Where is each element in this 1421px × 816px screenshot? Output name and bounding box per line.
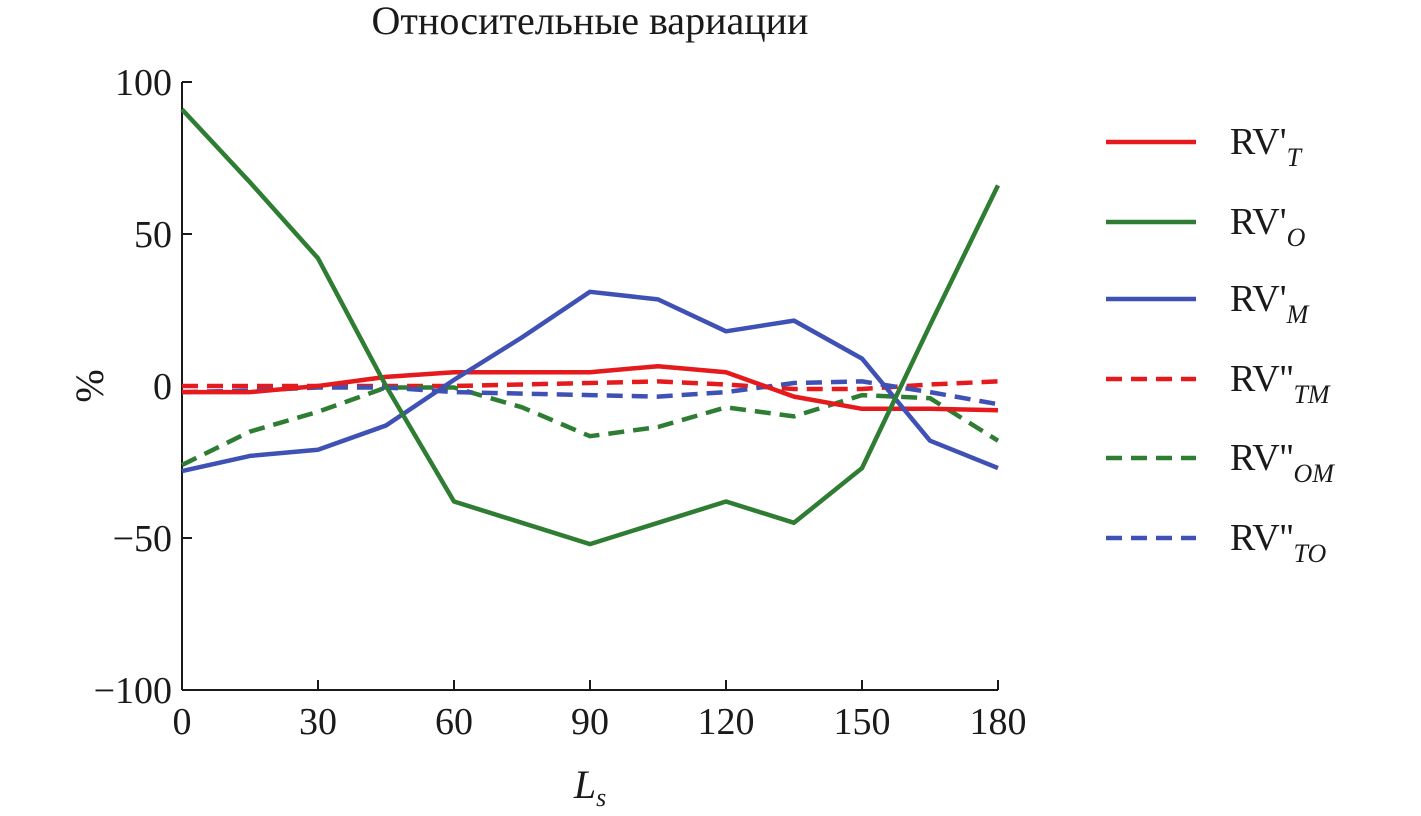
y-axis-label: % xyxy=(67,369,112,402)
x-tick-label: 0 xyxy=(173,701,192,743)
legend-label-main: RV' xyxy=(1230,278,1287,320)
legend-label-4: RV''OM xyxy=(1230,437,1335,488)
y-tick-label: 100 xyxy=(115,62,172,104)
legend-label-sub: TO xyxy=(1293,539,1326,568)
x-tick-label: 90 xyxy=(571,701,609,743)
legend-label-sub: TM xyxy=(1293,380,1330,409)
x-axis-label-sub: s xyxy=(596,783,606,812)
series-line-2 xyxy=(181,289,999,474)
legend-label-sub: OM xyxy=(1293,459,1335,488)
x-tick-label: 120 xyxy=(698,701,755,743)
x-tick-label: 30 xyxy=(299,701,337,743)
y-tick-label: 0 xyxy=(153,366,172,408)
legend-label-5: RV''TO xyxy=(1230,517,1326,568)
x-axis-label: Ls xyxy=(573,762,606,812)
x-tick-label: 150 xyxy=(834,701,891,743)
legend-label-3: RV''TM xyxy=(1230,358,1331,409)
y-tick-label: −50 xyxy=(113,518,172,560)
legend-label-main: RV' xyxy=(1230,201,1287,243)
series-line-4 xyxy=(181,385,1000,468)
legend-label-main: RV'' xyxy=(1230,517,1293,559)
series-layer xyxy=(180,107,1001,547)
y-tick-label: −100 xyxy=(94,670,172,712)
legend-label-sub: T xyxy=(1287,143,1303,172)
x-axis-label-main: L xyxy=(573,762,596,807)
legend-label-main: RV'' xyxy=(1230,437,1293,479)
x-tick-label: 60 xyxy=(435,701,473,743)
y-tick-label: 50 xyxy=(134,214,172,256)
legend-label-sub: O xyxy=(1287,223,1306,252)
legend-label-2: RV'M xyxy=(1230,278,1310,329)
legend-label-main: RV' xyxy=(1230,121,1287,163)
legend-label-sub: M xyxy=(1286,300,1310,329)
x-tick-label: 180 xyxy=(970,701,1027,743)
legend-label-1: RV'O xyxy=(1230,201,1306,252)
ticks: 0 30 60 90 120 150 180 100 50 0 −50 −100 xyxy=(94,62,1027,743)
legend-label-main: RV'' xyxy=(1230,358,1293,400)
chart-title: Относительные вариации xyxy=(372,0,809,43)
series-line-1 xyxy=(180,107,1001,547)
legend-label-0: RV'T xyxy=(1230,121,1303,172)
series-line-0 xyxy=(182,363,999,413)
